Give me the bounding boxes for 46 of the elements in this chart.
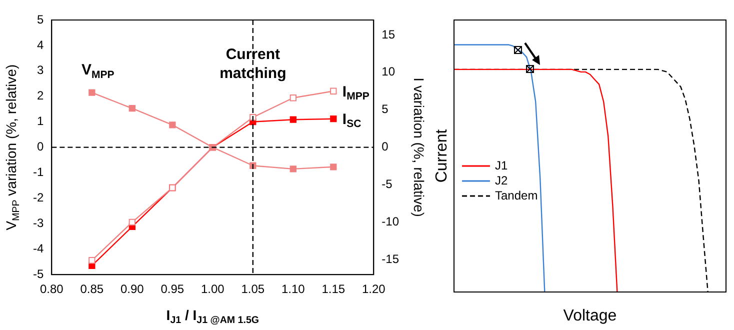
y-tick-label: 4 [36,38,44,52]
x-tick-label: 0.95 [160,282,184,296]
legend-label: Tandem [495,188,538,202]
point [290,166,296,172]
x-tick-label: 1.15 [322,282,346,296]
y-tick-label: 5 [36,12,44,26]
point [330,164,337,170]
point [128,218,136,226]
x-tick-label: 1.20 [362,282,386,296]
y-tick-label: 3 [36,63,44,78]
y-tick-label: -2 [33,190,44,205]
y-tick-label: -3 [33,216,44,230]
x-axis-title: Voltage [563,307,617,324]
point [290,116,296,123]
x-tick-label: 0.90 [120,282,144,296]
point [169,122,176,128]
x-tick-label: 1.10 [281,282,306,296]
y-tick-label: 2 [36,88,44,103]
y-tick-label: 1 [36,114,44,128]
legend-label: J1 [495,158,508,172]
x-tick-label: 1.00 [200,282,225,296]
y2-tick-label: 10 [382,64,396,79]
y2-tick-label: -5 [382,177,393,192]
y2-axis-title: I variation (%, relative) [411,78,428,217]
y-axis-title: VMPP variation (%, relative) [2,64,22,230]
y2-tick-label: 0 [382,140,389,154]
x-tick-label: 1.05 [241,282,265,296]
y2-tick-label: 15 [382,27,396,42]
point [128,105,136,112]
legend-label: J2 [495,173,508,188]
ref-line-label: Current matching [220,46,286,82]
y-axis-title: Current [433,128,450,183]
y2-tick-label: 5 [382,102,389,116]
point [330,88,337,94]
x-tick-label: 0.85 [80,282,104,296]
point [88,257,96,264]
y2-tick-label: -10 [382,214,400,228]
y-tick-label: -1 [33,165,44,180]
point [290,94,296,102]
y-tick-label: 0 [36,140,44,154]
y-tick-label: -4 [33,241,44,256]
point [88,89,96,96]
y-tick-label: -5 [33,266,44,281]
y2-tick-label: -15 [382,252,400,266]
x-tick-label: 0.80 [40,282,64,296]
point [330,116,337,122]
